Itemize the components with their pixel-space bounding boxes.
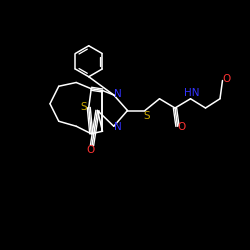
Text: N: N xyxy=(114,89,122,99)
Text: O: O xyxy=(178,122,186,132)
Text: N: N xyxy=(114,122,122,132)
Text: O: O xyxy=(87,145,95,155)
Text: HN: HN xyxy=(184,88,200,98)
Text: O: O xyxy=(222,74,230,84)
Text: S: S xyxy=(80,102,86,113)
Text: S: S xyxy=(143,111,150,121)
